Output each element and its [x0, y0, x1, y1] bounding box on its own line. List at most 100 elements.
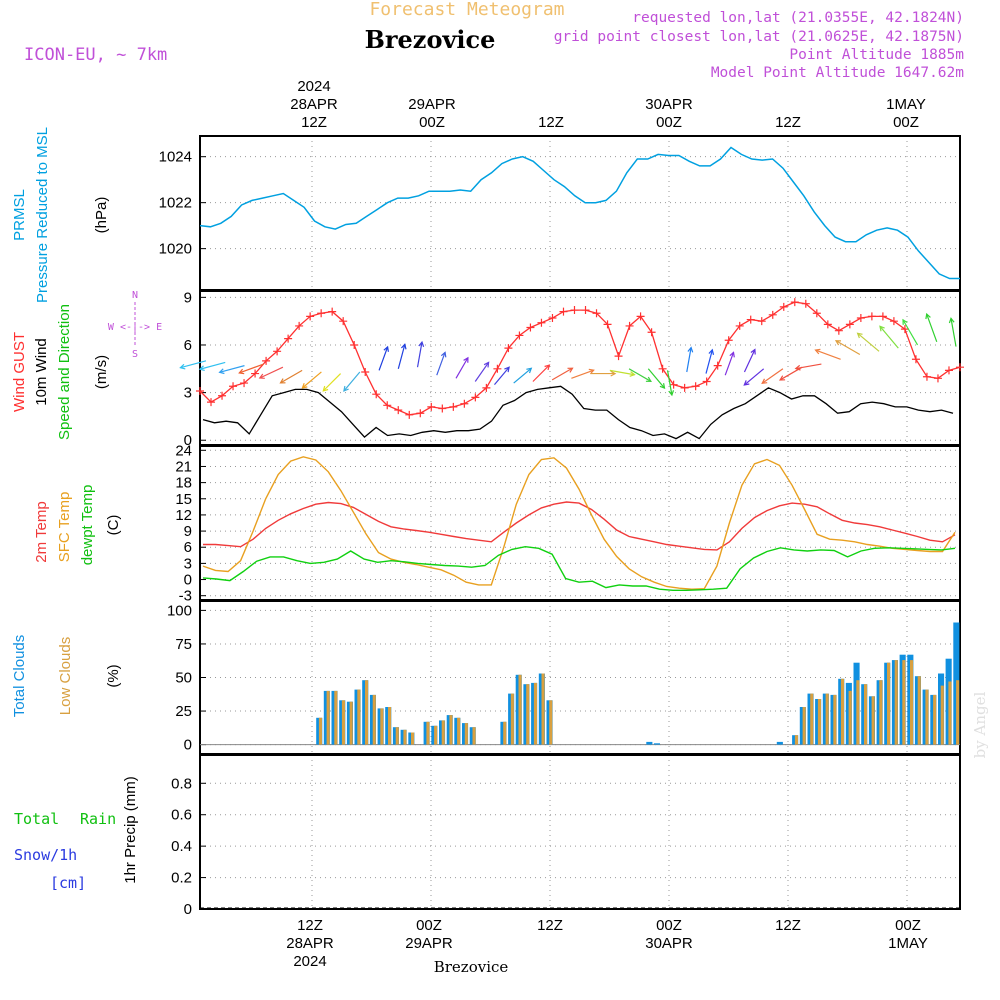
wind-arrow: [397, 344, 406, 369]
wind-arrow: [513, 367, 532, 384]
y-tick-label: 0.6: [171, 807, 192, 824]
low-cloud-bar: [871, 696, 875, 745]
gust-marker: [471, 393, 480, 402]
bottom-axis-l3: 2024: [293, 953, 326, 970]
top-axis-l3: 12Z: [538, 114, 564, 131]
bottom-axis-l1: 12Z: [775, 917, 801, 934]
y-tick-label: 12: [175, 507, 192, 524]
wind-arrow: [532, 364, 550, 382]
low-cloud-bar: [464, 723, 468, 745]
low-cloud-bar: [902, 660, 906, 745]
gust-marker: [416, 409, 425, 418]
y-tick-label: 24: [175, 442, 192, 459]
low-cloud-bar: [817, 699, 821, 745]
low-cloud-bar: [864, 684, 868, 745]
wind-arrow-head: [659, 383, 666, 390]
gust-marker: [956, 363, 964, 372]
low-cloud-bar: [510, 693, 514, 745]
gust-marker: [878, 312, 887, 321]
bottom-axis-l1: 00Z: [416, 917, 442, 934]
gust-marker: [350, 340, 359, 349]
bottom-axis-l2: 29APR: [405, 935, 453, 952]
gust-marker: [482, 383, 491, 392]
top-axis-l3: 00Z: [893, 114, 919, 131]
y-tick-label: 21: [175, 458, 192, 475]
total-cloud-bar: [776, 741, 783, 745]
low-cloud-bar: [365, 680, 369, 745]
gust-marker: [757, 317, 766, 326]
gust-marker: [295, 321, 304, 330]
gust-marker: [746, 315, 755, 324]
gust-marker: [713, 361, 722, 370]
low-cloud-bar: [341, 700, 345, 745]
gust-marker: [284, 334, 293, 343]
gust-marker: [559, 307, 568, 316]
gust-marker: [768, 310, 777, 319]
pressure-line: [199, 146, 960, 280]
low-cloud-bar: [426, 721, 430, 745]
wind-gust-line: [199, 301, 961, 416]
wind-arrow-head: [948, 317, 955, 324]
low-cloud-bar: [549, 700, 553, 745]
wind-arrow-head: [879, 325, 885, 332]
label-dewpt-temp: dewpt Temp: [79, 485, 96, 566]
gust-marker: [812, 309, 821, 318]
temp-dewpt-line: [202, 545, 956, 591]
low-cloud-bar: [388, 707, 392, 745]
wind-arrow: [686, 347, 692, 373]
total-cloud-bar: [653, 743, 660, 745]
gust-marker: [735, 321, 744, 330]
low-cloud-bar: [380, 708, 384, 745]
wind-arrow-head: [729, 351, 735, 358]
gust-marker: [669, 380, 678, 389]
wind-arrow-head: [440, 351, 447, 358]
y-tick-label: 25: [175, 703, 192, 720]
y-tick-label: 1022: [159, 195, 192, 212]
low-cloud-bar: [334, 690, 338, 745]
y-tick-label: 75: [175, 636, 192, 653]
label-total: Total: [14, 810, 59, 828]
gust-marker: [823, 320, 832, 329]
wind-arrow: [950, 318, 957, 347]
wind-arrow-head: [588, 368, 595, 375]
wind-arrow: [609, 369, 635, 376]
wind-arrow: [705, 349, 713, 374]
wind-arrow-head: [856, 332, 863, 339]
wind-arrow: [322, 373, 342, 392]
bottom-axis-l2: 30APR: [645, 935, 693, 952]
y-tick-label: 0.4: [171, 838, 192, 855]
gust-marker: [438, 404, 447, 413]
wind-arrow-head: [526, 367, 533, 374]
gust-marker: [262, 356, 271, 365]
wind-arrow-head: [179, 363, 186, 370]
bottom-axis-l1: 00Z: [656, 917, 682, 934]
low-cloud-bar: [326, 690, 330, 745]
y-tick-label: 100: [167, 602, 192, 619]
top-axis-l3: 00Z: [656, 114, 682, 131]
y-tick-label: 1024: [159, 149, 192, 166]
gust-marker: [339, 317, 348, 326]
wind-arrow-head: [463, 356, 469, 363]
plot-layer: 1020102210240369-30369121518212402550751…: [159, 135, 964, 918]
gust-marker: [427, 402, 436, 411]
y-tick-label: 0: [184, 432, 192, 449]
header-location: Brezovice: [365, 25, 496, 54]
low-cloud-bar: [887, 662, 891, 745]
low-cloud-bar: [910, 660, 914, 745]
gust-marker: [867, 312, 876, 321]
header-model-alt: Model Point Altitude 1647.62m: [711, 65, 964, 81]
y-tick-label: -3: [179, 588, 192, 605]
gust-marker: [273, 347, 282, 356]
low-cloud-bar: [457, 717, 461, 745]
wind-arrow: [343, 371, 361, 392]
wind-arrow-head: [301, 382, 308, 389]
wind-arrow-head: [343, 385, 349, 392]
gust-marker: [548, 313, 557, 322]
wind-arrow: [724, 352, 735, 376]
label-ms: (m/s): [93, 355, 110, 389]
wind-arrow: [302, 371, 322, 389]
gust-marker: [856, 313, 865, 322]
low-cloud-bar: [956, 680, 960, 745]
gust-marker: [592, 309, 601, 318]
